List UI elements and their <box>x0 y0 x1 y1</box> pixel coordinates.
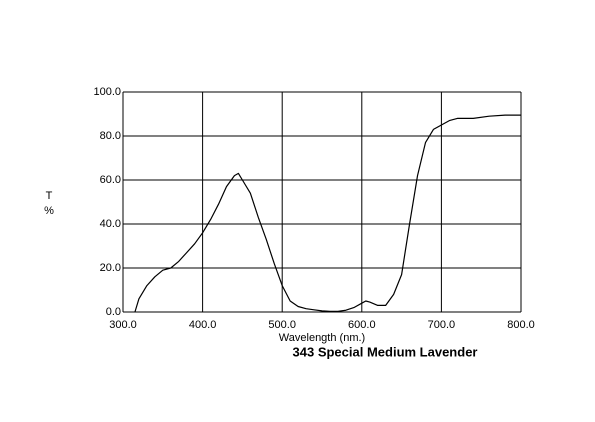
y-tick-label: 60.0 <box>100 174 121 186</box>
data-line <box>134 114 521 313</box>
x-tick-label: 700.0 <box>428 319 456 331</box>
y-axis-label: T <box>46 190 53 202</box>
x-tick-label: 600.0 <box>348 319 376 331</box>
x-tick-label: 500.0 <box>268 319 296 331</box>
chart-title: 343 Special Medium Lavender <box>293 344 478 359</box>
y-tick-label: 20.0 <box>100 262 121 274</box>
x-tick-label: 800.0 <box>507 319 535 331</box>
x-axis-label: Wavelength (nm.) <box>279 332 365 344</box>
y-tick-label: 0.0 <box>106 306 121 318</box>
y-tick-label: 100.0 <box>93 86 121 98</box>
x-tick-label: 400.0 <box>189 319 217 331</box>
y-axis-label: % <box>44 205 54 217</box>
x-tick-label: 300.0 <box>109 319 137 331</box>
y-tick-label: 40.0 <box>100 218 121 230</box>
y-tick-label: 80.0 <box>100 130 121 142</box>
